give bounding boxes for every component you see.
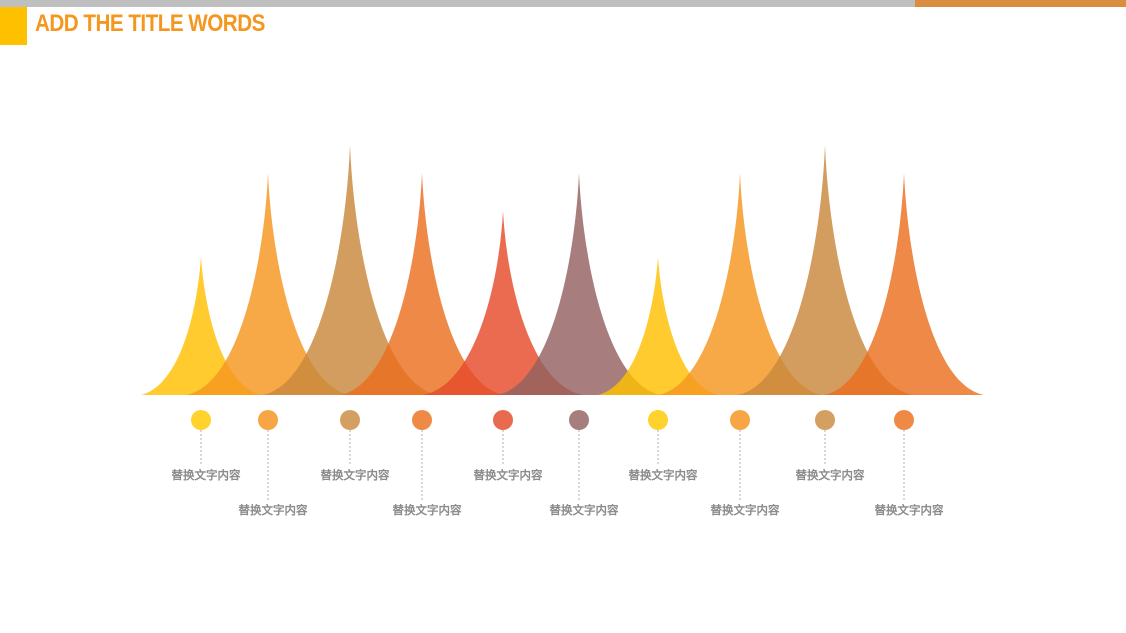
- peak-6: [497, 173, 661, 395]
- peaks-layer: [141, 145, 984, 395]
- peak-8: [658, 173, 822, 395]
- peak-dot-1: [191, 410, 211, 430]
- peak-label-3: 替换文字内容: [321, 468, 390, 482]
- peak-label-5: 替换文字内容: [474, 468, 543, 482]
- peak-dot-8: [730, 410, 750, 430]
- peak-dot-6: [569, 410, 589, 430]
- title-accent-block: [0, 7, 27, 45]
- peak-9: [737, 145, 913, 395]
- peak-dot-5: [493, 410, 513, 430]
- peak-10: [824, 173, 984, 395]
- peak-label-6: 替换文字内容: [550, 503, 619, 517]
- peak-5: [423, 211, 583, 395]
- peak-label-8: 替换文字内容: [711, 503, 780, 517]
- peak-label-4: 替换文字内容: [393, 503, 462, 517]
- peak-dot-10: [894, 410, 914, 430]
- top-bar: [0, 0, 915, 7]
- peak-dot-2: [258, 410, 278, 430]
- peak-1: [141, 257, 261, 395]
- dots-layer: [191, 410, 914, 430]
- peak-dot-7: [648, 410, 668, 430]
- peak-2: [186, 173, 350, 395]
- peak-3: [262, 145, 438, 395]
- peak-label-1: 替换文字内容: [172, 468, 241, 482]
- peak-4: [340, 173, 504, 395]
- peak-label-7: 替换文字内容: [629, 468, 698, 482]
- peak-label-9: 替换文字内容: [796, 468, 865, 482]
- slide-title: ADD THE TITLE WORDS: [35, 10, 265, 37]
- peak-dot-4: [412, 410, 432, 430]
- peak-label-10: 替换文字内容: [875, 503, 944, 517]
- peak-dot-3: [340, 410, 360, 430]
- peak-7: [598, 257, 718, 395]
- connectors-layer: [200, 430, 905, 501]
- labels-layer: 替换文字内容替换文字内容替换文字内容替换文字内容替换文字内容替换文字内容替换文字…: [172, 468, 944, 517]
- top-bar-accent: [915, 0, 1126, 7]
- peak-label-2: 替换文字内容: [239, 503, 308, 517]
- peak-dot-9: [815, 410, 835, 430]
